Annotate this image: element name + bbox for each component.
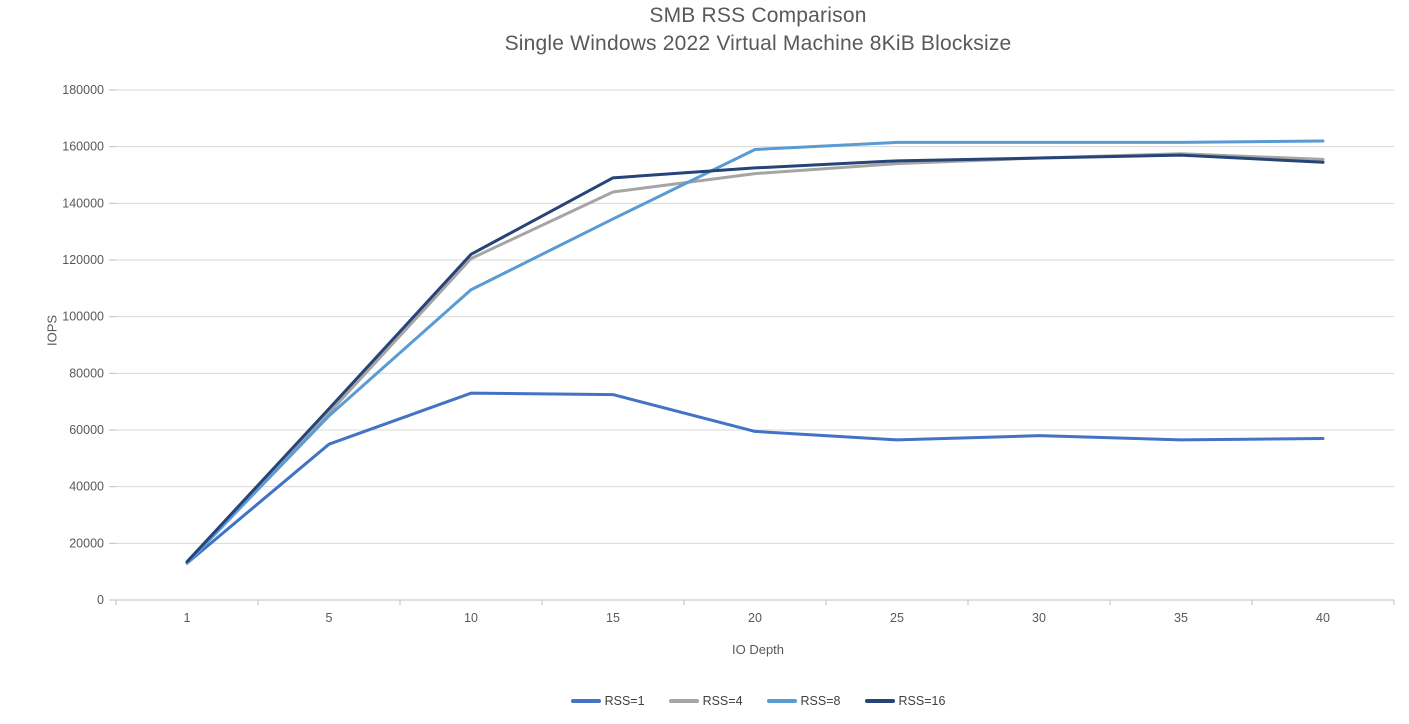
y-tick-label: 0 [97, 593, 104, 607]
legend-label: RSS=1 [604, 694, 645, 708]
legend-item-RSS=8: RSS=8 [766, 694, 841, 708]
chart-subtitle: Single Windows 2022 Virtual Machine 8KiB… [504, 32, 1012, 55]
x-tick-label: 5 [326, 611, 333, 625]
chart-title-block: SMB RSS Comparison Single Windows 2022 V… [116, 2, 1400, 58]
x-tick-label: 1 [184, 611, 191, 625]
x-tick-label: 20 [748, 611, 762, 625]
chart-legend: RSS=1 RSS=4 RSS=8 RSS=16 [116, 694, 1400, 708]
legend-label: RSS=8 [800, 694, 841, 708]
x-tick-label: 40 [1316, 611, 1330, 625]
chart-title: SMB RSS Comparison [649, 4, 867, 27]
legend-item-RSS=16: RSS=16 [864, 694, 946, 708]
y-tick-label: 180000 [62, 83, 104, 97]
x-tick-label: 10 [464, 611, 478, 625]
legend-line-swatch [570, 699, 601, 703]
series-line-RSS=4 [185, 152, 1325, 565]
y-tick-label: 20000 [69, 536, 104, 550]
legend-item-RSS=4: RSS=4 [668, 694, 743, 708]
y-tick-label: 160000 [62, 140, 104, 154]
x-tick-label: 30 [1032, 611, 1046, 625]
series-line-RSS=8 [185, 139, 1325, 565]
legend-item-RSS=1: RSS=1 [570, 694, 645, 708]
x-axis-title: IO Depth [731, 642, 785, 657]
x-tick-label: 25 [890, 611, 904, 625]
y-tick-label: 140000 [62, 196, 104, 210]
y-tick-label: 60000 [69, 423, 104, 437]
series-line-RSS=16 [185, 153, 1325, 564]
legend-line-swatch [668, 699, 699, 703]
legend-line-swatch [864, 699, 895, 703]
legend-label: RSS=4 [702, 694, 743, 708]
x-tick-label: 15 [606, 611, 620, 625]
legend-label: RSS=16 [898, 694, 946, 708]
legend-line-swatch [766, 699, 797, 703]
y-tick-label: 80000 [69, 366, 104, 380]
x-tick-label: 35 [1174, 611, 1188, 625]
series-line-RSS=1 [185, 391, 1325, 565]
y-tick-label: 100000 [62, 310, 104, 324]
y-tick-label: 120000 [62, 253, 104, 267]
y-axis-title: IOPS [44, 314, 60, 346]
y-tick-label: 40000 [69, 480, 104, 494]
